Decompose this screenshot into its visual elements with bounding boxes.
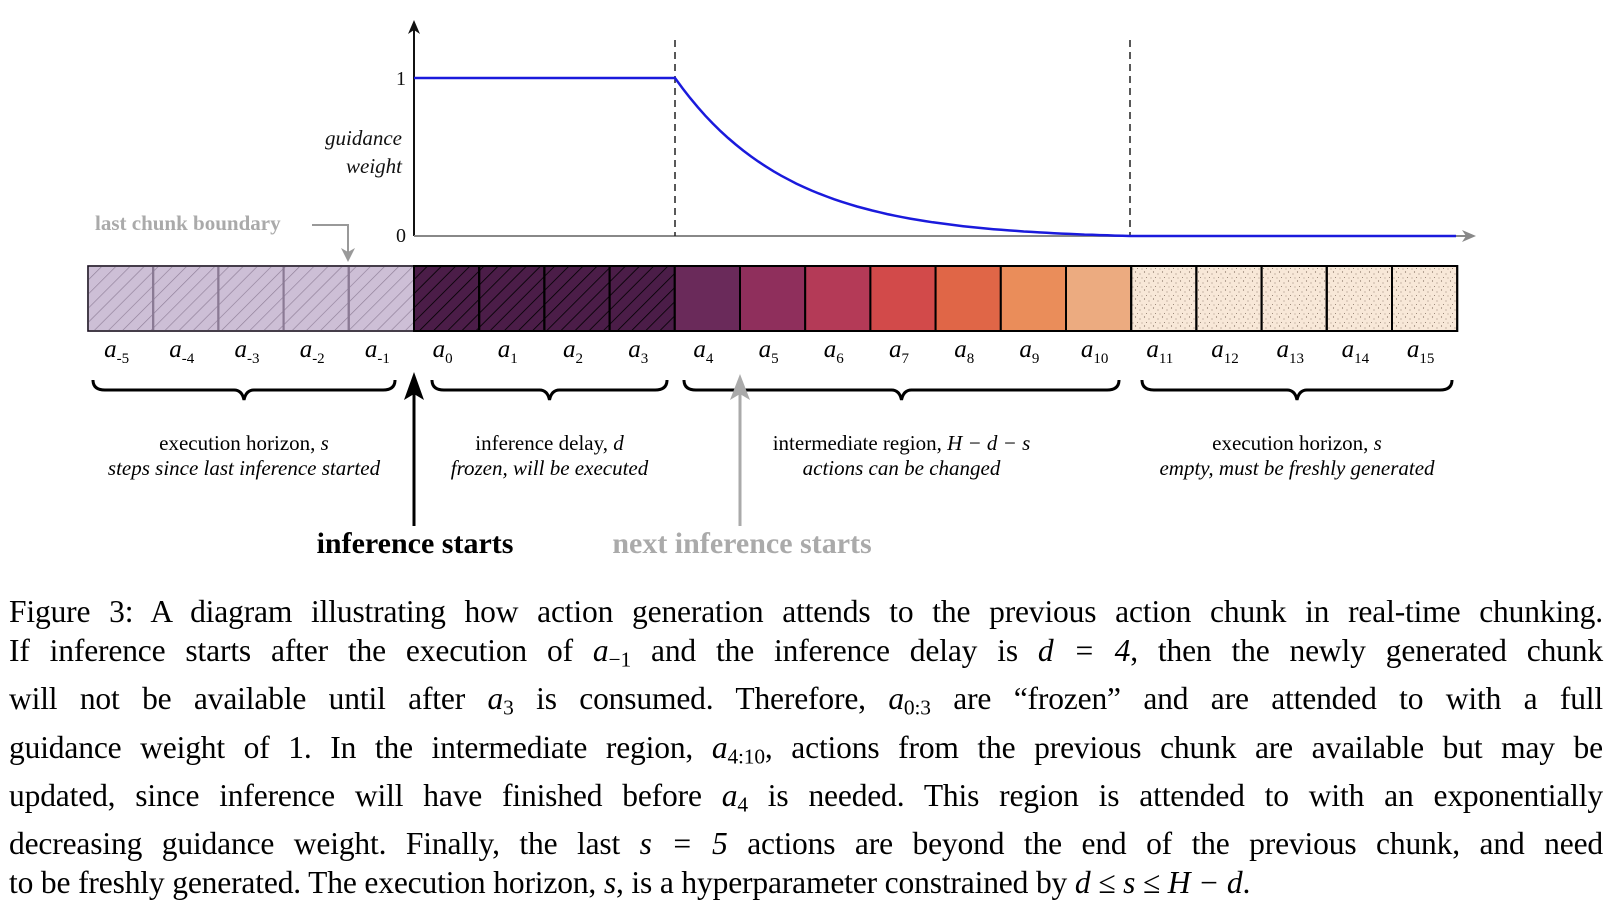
region-brace — [430, 379, 669, 401]
y-tick-1: 1 — [396, 68, 406, 90]
action-labels: a-5 a-4 a-3 a-2 a-1 a0 a1 a2 a3 a4 a5 a6 a7 a8 a9 a10 a1… — [104, 336, 1434, 367]
action-label: a7 — [889, 336, 910, 367]
region-braces — [91, 379, 1454, 401]
region-brace — [91, 379, 397, 401]
next-inference-starts-label: next inference starts — [612, 527, 871, 560]
caption-line-6: decreasing guidance weight. Finally, the… — [9, 826, 1604, 862]
action-label: a11 — [1146, 336, 1173, 367]
rtc-diagram: 1 0 guidance weight last chunk boundary … — [87, 20, 1476, 560]
y-axis-label-line2: weight — [346, 154, 403, 178]
action-chunk-cells — [87, 265, 1459, 332]
action-cell-texture — [413, 265, 481, 332]
action-cell-texture — [1195, 265, 1263, 332]
y-axis-label-line1: guidance — [325, 126, 402, 150]
action-cell-texture — [1260, 265, 1328, 332]
guidance-weight-curve — [414, 76, 1456, 238]
action-cell — [869, 265, 937, 332]
caption-line-1: Figure 3: A diagram illustrating how act… — [9, 594, 1603, 629]
region-description: actions can be changed — [803, 456, 1001, 480]
action-label: a2 — [563, 336, 583, 367]
last-chunk-boundary-label: last chunk boundary — [95, 211, 281, 235]
action-label: a15 — [1407, 336, 1435, 367]
action-label: a0 — [433, 336, 453, 367]
region-title: inference delay, d — [475, 431, 624, 455]
action-cell — [739, 265, 807, 332]
region-brace — [682, 379, 1121, 401]
region-description: frozen, will be executed — [451, 456, 649, 480]
action-label: a-2 — [300, 336, 325, 367]
region-description: steps since last inference started — [108, 456, 381, 480]
action-cell-texture — [1130, 265, 1198, 332]
action-cell-texture — [543, 265, 611, 332]
y-axis-arrow-icon — [408, 20, 420, 34]
caption-line-5: updated, since inference will have finis… — [9, 778, 1603, 817]
action-label: a5 — [759, 336, 779, 367]
action-label: a13 — [1276, 336, 1304, 367]
action-cell-texture — [152, 265, 220, 332]
inference-starts-label: inference starts — [317, 527, 514, 560]
action-label: a9 — [1019, 336, 1039, 367]
caption-line-2: If inference starts after the execution … — [9, 633, 1603, 672]
inference-starts-arrowhead-icon — [404, 372, 424, 400]
action-label: a14 — [1342, 336, 1370, 367]
action-cell-texture — [347, 265, 415, 332]
action-label: a-5 — [104, 336, 129, 367]
caption-line-4: guidance weight of 1. In the intermediat… — [9, 729, 1603, 769]
figure-caption: Figure 3: A diagram illustrating how act… — [9, 592, 1603, 902]
action-label: a10 — [1081, 336, 1109, 367]
next-inference-starts-arrowhead-icon — [730, 374, 750, 400]
x-axis-arrow-icon — [1462, 230, 1476, 242]
region-title: intermediate region, H − d − s — [773, 431, 1031, 455]
action-label: a-3 — [235, 336, 260, 367]
action-cell-texture — [478, 265, 546, 332]
action-cell-texture — [282, 265, 350, 332]
region-title: execution horizon, s — [1212, 431, 1382, 455]
action-label: a1 — [498, 336, 518, 367]
region-brace — [1140, 379, 1454, 401]
action-label: a6 — [824, 336, 845, 367]
region-description: empty, must be freshly generated — [1159, 456, 1435, 480]
action-cell — [999, 265, 1067, 332]
action-label: a-1 — [365, 336, 390, 367]
region-title: execution horizon, s — [159, 431, 329, 455]
caption-line-7: to be freshly generated. The execution h… — [9, 865, 1251, 901]
action-cell — [804, 265, 872, 332]
last-chunk-boundary-arrow — [312, 224, 349, 252]
action-label: a12 — [1211, 336, 1239, 367]
caption-line-3: will not be available until after a3 is … — [9, 681, 1604, 720]
action-label: a8 — [954, 336, 974, 367]
y-tick-0: 0 — [396, 225, 406, 247]
action-cell — [1065, 265, 1133, 332]
action-cell-texture — [87, 265, 155, 332]
action-cell — [934, 265, 1002, 332]
action-cell-texture — [1325, 265, 1394, 332]
action-cell — [673, 265, 741, 332]
last-chunk-boundary-arrowhead-icon — [341, 248, 355, 262]
action-cell-texture — [1391, 265, 1459, 332]
action-label: a4 — [693, 336, 714, 367]
action-cell-texture — [217, 265, 285, 332]
action-label: a3 — [628, 336, 648, 367]
action-label: a-4 — [169, 336, 194, 367]
chunk-outline — [87, 265, 1458, 332]
action-cell-texture — [608, 265, 676, 332]
